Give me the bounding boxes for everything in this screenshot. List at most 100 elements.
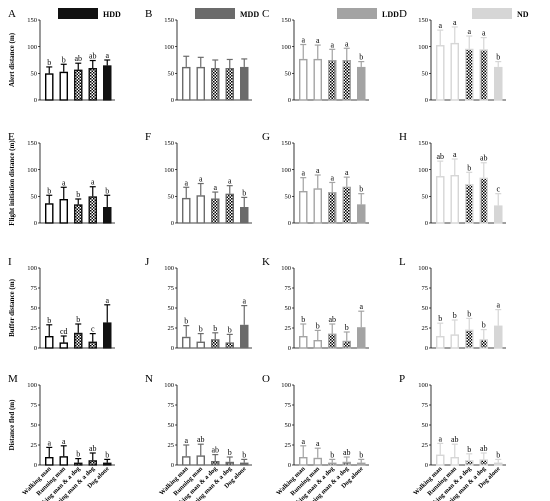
sig-letter-L-2: b (453, 311, 457, 320)
bar-N-1 (181, 456, 191, 466)
sig-letter-A-2: b (62, 55, 66, 64)
bar-I-3 (73, 332, 83, 349)
bar-C-2 (313, 58, 323, 101)
bar-A-2 (59, 71, 69, 101)
bar-K-4 (342, 340, 352, 349)
panel-letter-N: N (145, 373, 153, 385)
sig-letter-P-2: ab (451, 435, 459, 444)
bar-F-5 (239, 206, 249, 224)
y-tick-label: 150 (281, 17, 291, 24)
sig-letter-P-3: b (467, 445, 471, 454)
sig-letter-F-5: b (242, 188, 246, 197)
y-tick-label: 100 (418, 167, 428, 174)
sig-letter-H-2: a (453, 150, 457, 159)
y-tick-label: 75 (285, 285, 292, 292)
bar-H-5 (494, 205, 503, 224)
bar-D-3 (465, 48, 474, 101)
y-tick-label: 50 (285, 71, 292, 78)
sig-letter-O-5: b (359, 450, 363, 459)
y-tick-label: 0 (425, 462, 428, 469)
panel-letter-B: B (145, 8, 152, 20)
legend-item-ldd: LDD (337, 8, 399, 19)
bar-H-2 (450, 174, 460, 224)
y-tick-label: 50 (422, 305, 429, 312)
y-tick-label: 25 (285, 325, 292, 332)
bar-B-1 (181, 66, 191, 101)
bar-J-5 (239, 324, 249, 349)
y-tick-label: 25 (422, 442, 429, 449)
y-tick-label: 0 (171, 462, 174, 469)
sig-letter-I-1: b (47, 316, 51, 325)
sig-letter-G-5: b (359, 185, 363, 194)
sig-letter-D-2: a (453, 18, 457, 27)
sig-letter-I-5: a (105, 296, 109, 305)
panel-letter-K: K (262, 256, 270, 268)
bar-I-4 (88, 341, 97, 349)
panel-letter-O: O (262, 373, 270, 385)
sig-letter-J-3: b (213, 324, 217, 333)
panel-letter-J: J (145, 256, 150, 268)
panel-F: F 0 50 100 150 a a a a b (145, 131, 252, 227)
panel-letter-H: H (399, 131, 407, 143)
y-tick-label: 50 (285, 305, 292, 312)
bar-C-1 (299, 58, 308, 101)
y-tick-label: 75 (422, 402, 429, 409)
y-tick-label: 25 (31, 325, 38, 332)
sig-letter-K-5: a (359, 302, 363, 311)
y-tick-label: 100 (27, 382, 37, 389)
sig-letter-O-3: b (330, 450, 334, 459)
y-tick-label: 0 (34, 462, 37, 469)
y-tick-label: 150 (27, 17, 37, 24)
sig-letter-K-3: ab (328, 315, 336, 324)
panel-letter-G: G (262, 131, 270, 143)
y-tick-label: 0 (34, 345, 37, 352)
bar-O-1 (299, 457, 308, 466)
y-tick-label: 0 (171, 220, 174, 227)
y-tick-label: 100 (27, 44, 37, 51)
panel-L: L 0 25 50 75 100 b b b b a (399, 256, 506, 352)
sig-letter-D-5: b (496, 53, 500, 62)
bar-G-4 (342, 186, 352, 224)
legend-swatch-hdd (58, 8, 98, 19)
row-ylabel-2: Buffer distance (m) (8, 278, 16, 336)
sig-letter-K-2: b (316, 321, 320, 330)
bar-O-4 (342, 461, 352, 466)
bar-G-5 (357, 204, 366, 224)
bar-P-1 (436, 454, 445, 466)
sig-letter-A-4: ab (89, 52, 97, 61)
bar-I-2 (59, 342, 69, 349)
y-tick-label: 150 (164, 17, 174, 24)
y-tick-label: 100 (27, 265, 37, 272)
bar-H-1 (436, 176, 445, 224)
bar-E-4 (88, 196, 97, 224)
sig-letter-O-4: ab (343, 448, 351, 457)
y-tick-label: 100 (164, 382, 174, 389)
y-tick-label: 75 (168, 285, 175, 292)
sig-letter-N-5: b (242, 450, 246, 459)
sig-letter-L-4: b (482, 321, 486, 330)
bar-A-1 (45, 73, 54, 101)
sig-letter-L-1: b (438, 314, 442, 323)
y-tick-label: 100 (418, 265, 428, 272)
y-tick-label: 50 (31, 305, 38, 312)
sig-letter-H-3: b (467, 163, 471, 172)
sig-letter-H-4: ab (480, 154, 488, 163)
y-tick-label: 100 (164, 265, 174, 272)
y-tick-label: 0 (288, 220, 291, 227)
y-tick-label: 100 (164, 167, 174, 174)
bar-A-5 (102, 65, 112, 101)
legend-label-nd: ND (517, 10, 529, 19)
bar-P-2 (450, 457, 460, 466)
bar-J-3 (210, 339, 220, 349)
panel-D: D 0 50 100 150 a a a a b (399, 8, 506, 104)
bar-D-2 (450, 42, 460, 101)
legend-label-ldd: LDD (382, 10, 399, 19)
bar-B-3 (210, 67, 220, 101)
y-tick-label: 0 (171, 345, 174, 352)
y-tick-label: 0 (288, 345, 291, 352)
bar-L-3 (465, 329, 474, 349)
sig-letter-D-4: a (482, 29, 486, 38)
panel-C: C 0 50 100 150 a a a a b (262, 8, 369, 104)
